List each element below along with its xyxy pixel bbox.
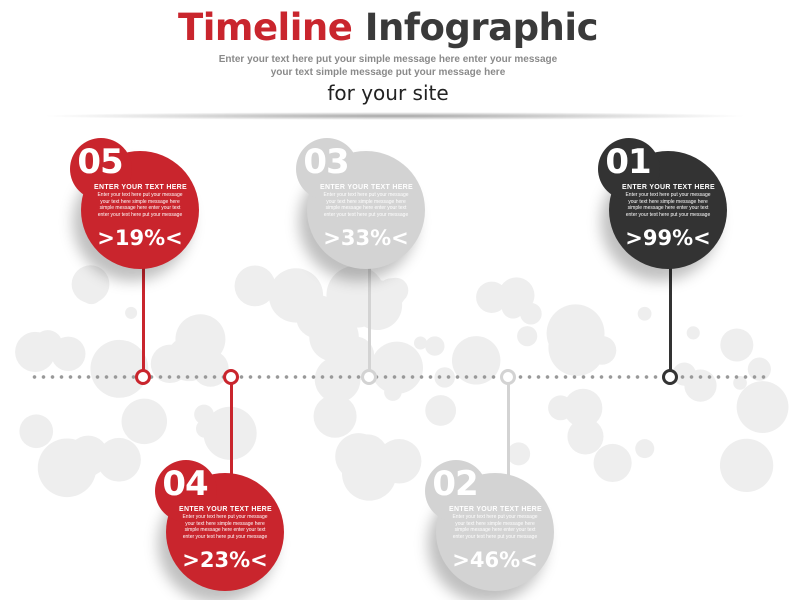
bubble: [413, 336, 428, 350]
bubble: [296, 294, 340, 339]
bubble: [548, 319, 606, 376]
bubble: [335, 433, 382, 480]
number-circle: [425, 460, 487, 522]
step-stem: [669, 265, 672, 377]
bubble: [719, 438, 774, 493]
step-content: ENTER YOUR TEXT HERE Enter your text her…: [320, 184, 413, 250]
step-heading: ENTER YOUR TEXT HERE: [94, 184, 187, 191]
timeline-dotted-line: [30, 375, 770, 379]
title-red: Timeline: [177, 6, 353, 49]
step-content: ENTER YOUR TEXT HERE Enter your text her…: [179, 506, 272, 572]
bubble: [425, 395, 457, 426]
bubble: [80, 283, 102, 305]
step-marker[interactable]: [500, 369, 516, 385]
bubble: [370, 341, 423, 394]
step-number: 04: [162, 464, 208, 504]
bubble: [314, 356, 361, 403]
divider: [40, 112, 750, 120]
bubble: [125, 306, 138, 319]
step-stem: [230, 377, 233, 477]
bubble: [476, 281, 508, 313]
step-heading: ENTER YOUR TEXT HERE: [449, 506, 542, 513]
bubble: [635, 439, 655, 459]
step-percent: >46%<: [452, 548, 538, 572]
bubble: [77, 453, 101, 477]
step-number: 01: [605, 142, 651, 182]
step-percent: >33%<: [323, 226, 409, 250]
step-marker[interactable]: [361, 369, 377, 385]
bubble: [175, 314, 226, 365]
step-body: Enter your text here put your message yo…: [182, 514, 268, 540]
step-number: 03: [303, 142, 349, 182]
bubble: [425, 336, 445, 356]
bubble: [313, 394, 357, 438]
bubble: [747, 357, 771, 381]
step-body: Enter your text here put your message yo…: [452, 514, 538, 540]
step-percent: >99%<: [625, 226, 711, 250]
number-circle: [155, 460, 217, 522]
number-circle: [598, 138, 660, 200]
bubble: [548, 395, 573, 421]
bubble: [637, 306, 652, 321]
bubble: [97, 437, 141, 482]
step-body: Enter your text here put your message yo…: [97, 192, 183, 218]
step-number: 02: [432, 464, 478, 504]
bubble: [567, 418, 604, 455]
number-circle: [70, 138, 132, 200]
bubble: [563, 388, 603, 428]
subtitle: Enter your text here put your simple mes…: [0, 53, 776, 79]
bubble: [51, 336, 86, 372]
step-percent: >19%<: [97, 226, 183, 250]
tagline: for your site: [327, 81, 449, 105]
step-heading: ENTER YOUR TEXT HERE: [179, 506, 272, 513]
step-stem: [507, 377, 510, 477]
step-body: Enter your text here put your message yo…: [625, 192, 711, 218]
bubble: [501, 295, 525, 319]
step-number: 05: [77, 142, 123, 182]
step-content: ENTER YOUR TEXT HERE Enter your text her…: [449, 506, 542, 572]
bubble: [37, 438, 97, 498]
page-title: Timeline Infographic: [0, 6, 776, 50]
step-marker[interactable]: [223, 369, 239, 385]
bubble: [686, 326, 700, 340]
step-marker[interactable]: [135, 369, 151, 385]
step-heading: ENTER YOUR TEXT HERE: [622, 184, 715, 191]
bubble: [593, 443, 632, 483]
subtitle-line: your text simple message put your messag…: [270, 67, 506, 78]
bubble: [451, 336, 501, 385]
bubble: [753, 402, 773, 422]
step-content: ENTER YOUR TEXT HERE Enter your text her…: [94, 184, 187, 250]
bubble: [15, 331, 56, 373]
title-dark: Infographic: [364, 6, 599, 49]
bubble: [121, 398, 168, 445]
subtitle-line: Enter your text here put your simple mes…: [218, 54, 558, 65]
bubble: [19, 414, 54, 449]
step-stem: [142, 265, 145, 377]
step-stem: [368, 265, 371, 377]
bubble: [733, 376, 747, 390]
bubble: [507, 442, 531, 466]
step-body: Enter your text here put your message yo…: [323, 192, 409, 218]
bubble: [517, 326, 538, 347]
step-percent: >23%<: [182, 548, 268, 572]
bubble: [720, 328, 754, 362]
bubble: [520, 302, 542, 325]
number-circle: [296, 138, 358, 200]
step-marker[interactable]: [662, 369, 678, 385]
step-content: ENTER YOUR TEXT HERE Enter your text her…: [622, 184, 715, 250]
step-heading: ENTER YOUR TEXT HERE: [320, 184, 413, 191]
bubble: [234, 265, 276, 307]
